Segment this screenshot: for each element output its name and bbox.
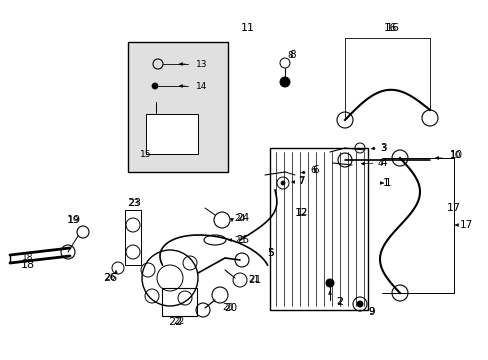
- Text: 7: 7: [297, 176, 304, 186]
- Text: 2: 2: [335, 297, 341, 306]
- Text: 20: 20: [224, 303, 237, 313]
- Text: 7: 7: [297, 176, 303, 185]
- Text: 1: 1: [384, 178, 391, 188]
- Circle shape: [325, 279, 333, 287]
- Text: 16: 16: [383, 23, 396, 33]
- Text: 4: 4: [379, 158, 386, 168]
- Text: 24: 24: [234, 213, 245, 222]
- Text: 1: 1: [382, 178, 389, 188]
- Text: 21: 21: [247, 275, 259, 284]
- Text: 2: 2: [335, 297, 343, 307]
- Text: 18: 18: [21, 260, 35, 270]
- Text: 25: 25: [236, 235, 249, 245]
- Text: 20: 20: [222, 303, 233, 312]
- Bar: [269, 148, 367, 310]
- Text: 12: 12: [296, 207, 308, 216]
- Circle shape: [356, 301, 362, 307]
- Text: 21: 21: [247, 275, 261, 285]
- Text: 12: 12: [294, 208, 307, 218]
- Circle shape: [280, 77, 289, 87]
- Bar: [146, 114, 198, 154]
- Text: 17: 17: [446, 203, 460, 213]
- Text: 5: 5: [267, 248, 273, 257]
- Text: 19: 19: [68, 216, 80, 225]
- Text: 14: 14: [196, 81, 207, 90]
- Text: 3: 3: [379, 143, 386, 153]
- Text: 17: 17: [459, 220, 472, 230]
- Text: 13: 13: [196, 59, 207, 68]
- Circle shape: [281, 181, 285, 185]
- Text: 11: 11: [241, 23, 254, 33]
- Text: 24: 24: [236, 213, 249, 223]
- Text: 25: 25: [234, 235, 245, 244]
- Text: 19: 19: [67, 215, 81, 225]
- Text: 23: 23: [128, 198, 140, 207]
- Text: 8: 8: [286, 50, 292, 59]
- Text: 9: 9: [367, 307, 374, 317]
- Bar: [125, 210, 141, 265]
- Text: 5: 5: [266, 248, 273, 258]
- Text: 26: 26: [104, 274, 116, 283]
- Text: 9: 9: [367, 307, 373, 316]
- Text: 18: 18: [22, 253, 34, 262]
- Text: 22: 22: [173, 318, 184, 327]
- Text: 3: 3: [379, 144, 385, 153]
- Text: 16: 16: [385, 23, 399, 33]
- Bar: [162, 288, 197, 316]
- Text: 10: 10: [449, 150, 461, 159]
- Text: 15: 15: [140, 149, 151, 158]
- Text: 26: 26: [103, 273, 117, 283]
- Text: 6: 6: [309, 166, 315, 175]
- Circle shape: [152, 83, 158, 89]
- Text: 10: 10: [449, 150, 462, 160]
- Text: 8: 8: [288, 50, 295, 60]
- Text: 4: 4: [377, 158, 383, 167]
- Bar: [128, 42, 227, 172]
- Text: 23: 23: [127, 198, 141, 208]
- Text: 6: 6: [311, 165, 318, 175]
- Text: 22: 22: [167, 317, 182, 327]
